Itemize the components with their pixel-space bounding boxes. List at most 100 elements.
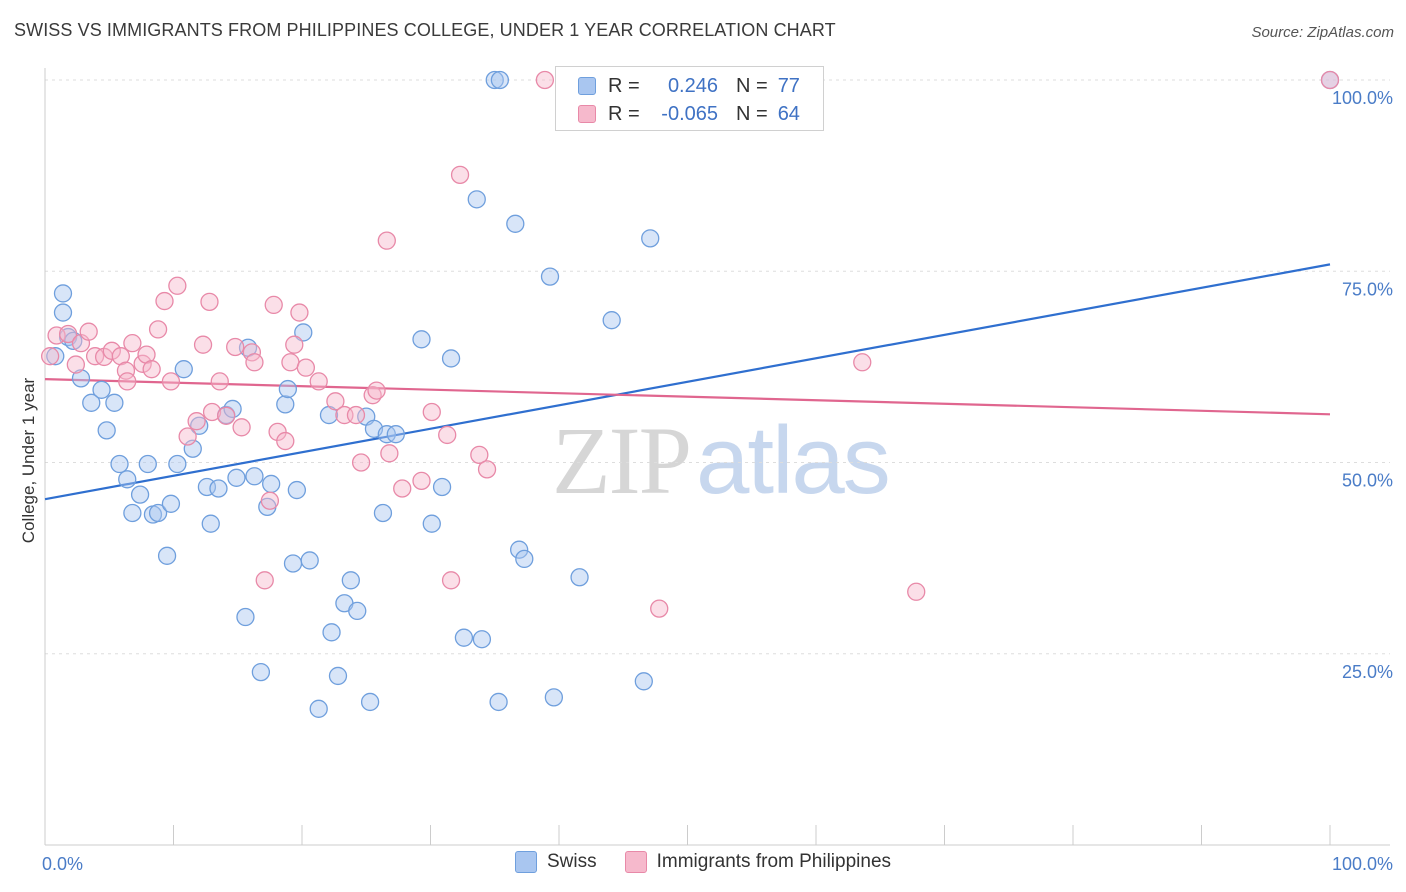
- philippines-point: [102, 341, 121, 360]
- stats-legend: R = 0.246 N = 77 R = -0.065 N = 64: [555, 66, 824, 131]
- swiss-point: [53, 303, 73, 322]
- swiss-swatch: [578, 77, 596, 95]
- philippines-point: [133, 354, 152, 373]
- swiss-point: [309, 699, 328, 718]
- swiss-point: [641, 229, 660, 248]
- swiss-point: [251, 662, 271, 682]
- philippines-point: [226, 337, 245, 357]
- philippines-point: [285, 335, 304, 354]
- philippines-point: [470, 445, 489, 465]
- stats-row-philippines: R = -0.065 N = 64: [578, 101, 800, 127]
- swiss-point: [602, 311, 621, 330]
- swiss-point: [441, 349, 461, 368]
- philippines-point: [232, 418, 251, 437]
- philippines-point: [155, 291, 174, 311]
- swiss-point: [97, 421, 116, 440]
- swiss-point: [322, 623, 341, 642]
- swiss-point: [168, 454, 187, 474]
- r-value: 0.246: [667, 74, 718, 97]
- tick-labels: 25.0% 50.0% 75.0% 100.0% 0.0% 100.0% College, …: [19, 88, 1393, 874]
- philippines-point: [123, 334, 142, 353]
- swiss-point: [245, 467, 264, 486]
- swiss-point: [360, 692, 380, 712]
- r-label: R =: [608, 102, 640, 125]
- swiss-point: [161, 494, 181, 513]
- philippines-point: [178, 427, 197, 446]
- swiss-point: [148, 503, 168, 523]
- swiss-point: [123, 503, 142, 523]
- swiss-point: [348, 601, 367, 621]
- philippines-point: [853, 353, 872, 372]
- series-legend: Swiss Immigrants from Philippines: [0, 851, 1406, 873]
- y-tick-label: 100.0%: [1332, 88, 1393, 108]
- philippines-point: [412, 471, 431, 491]
- philippines-point: [422, 402, 441, 422]
- philippines-point: [47, 326, 66, 345]
- swiss-point: [432, 477, 452, 497]
- swiss-point: [71, 369, 91, 388]
- swiss-point: [300, 551, 319, 570]
- swiss-point: [174, 360, 193, 379]
- legend-label: Swiss: [546, 851, 597, 872]
- philippines-point: [118, 372, 137, 391]
- x-tick-label: 100.0%: [1332, 854, 1393, 874]
- philippines-point: [296, 358, 316, 377]
- swiss-point: [46, 347, 65, 366]
- philippines-point: [276, 431, 295, 451]
- philippines-point: [187, 412, 206, 431]
- philippines-point: [351, 453, 371, 472]
- swiss-point: [278, 379, 298, 399]
- swiss-point: [276, 395, 295, 414]
- philippines-point: [346, 405, 366, 425]
- swiss-point: [485, 70, 504, 90]
- philippines-point: [477, 460, 497, 479]
- swiss-point: [283, 554, 303, 573]
- philippines-trend-line: [44, 378, 1331, 416]
- philippines-point: [535, 70, 555, 90]
- legend-item-swiss[interactable]: Swiss: [514, 851, 597, 873]
- stats-row-swiss: R = 0.246 N = 77: [578, 73, 800, 99]
- swiss-point: [118, 470, 137, 489]
- r-value: -0.065: [661, 102, 718, 125]
- swiss-point: [227, 468, 246, 487]
- philippines-point: [907, 582, 926, 601]
- y-axis-title: College, Under 1 year: [19, 377, 38, 543]
- swiss-point: [105, 393, 124, 412]
- swiss-point: [454, 628, 474, 647]
- swiss-point: [510, 540, 529, 559]
- philippines-point: [200, 292, 219, 312]
- data-points: [40, 70, 1340, 718]
- y-tick-label: 75.0%: [1342, 279, 1393, 299]
- philippines-point: [168, 276, 187, 295]
- philippines-point: [290, 303, 309, 322]
- philippines-point: [309, 372, 328, 391]
- swiss-point: [197, 477, 217, 497]
- n-value: 64: [777, 102, 800, 125]
- swiss-point: [570, 568, 589, 587]
- philippines-point: [202, 402, 222, 422]
- philippines-point: [260, 491, 280, 510]
- legend-label: Immigrants from Philippines: [656, 851, 892, 872]
- watermark-zip: ZIP: [552, 407, 692, 514]
- legend-item-philippines[interactable]: Immigrants from Philippines: [624, 851, 892, 873]
- swiss-swatch: [514, 851, 537, 873]
- swiss-point: [53, 284, 73, 303]
- swiss-point: [201, 514, 220, 533]
- n-value: 77: [777, 74, 800, 97]
- philippines-point: [326, 392, 345, 411]
- y-tick-label: 50.0%: [1342, 471, 1393, 491]
- swiss-point: [92, 380, 111, 399]
- philippines-point: [268, 422, 287, 442]
- philippines-point: [377, 231, 396, 250]
- philippines-point: [438, 425, 457, 445]
- r-label: R =: [608, 74, 640, 97]
- axes: [44, 68, 1390, 846]
- swiss-point: [236, 607, 255, 627]
- n-label: N =: [736, 102, 768, 125]
- philippines-point: [40, 347, 60, 366]
- chart-title: SWISS VS IMMIGRANTS FROM PHILIPPINES COL…: [14, 20, 836, 40]
- swiss-point: [489, 692, 508, 712]
- swiss-point: [82, 393, 101, 412]
- philippines-point: [1320, 70, 1340, 90]
